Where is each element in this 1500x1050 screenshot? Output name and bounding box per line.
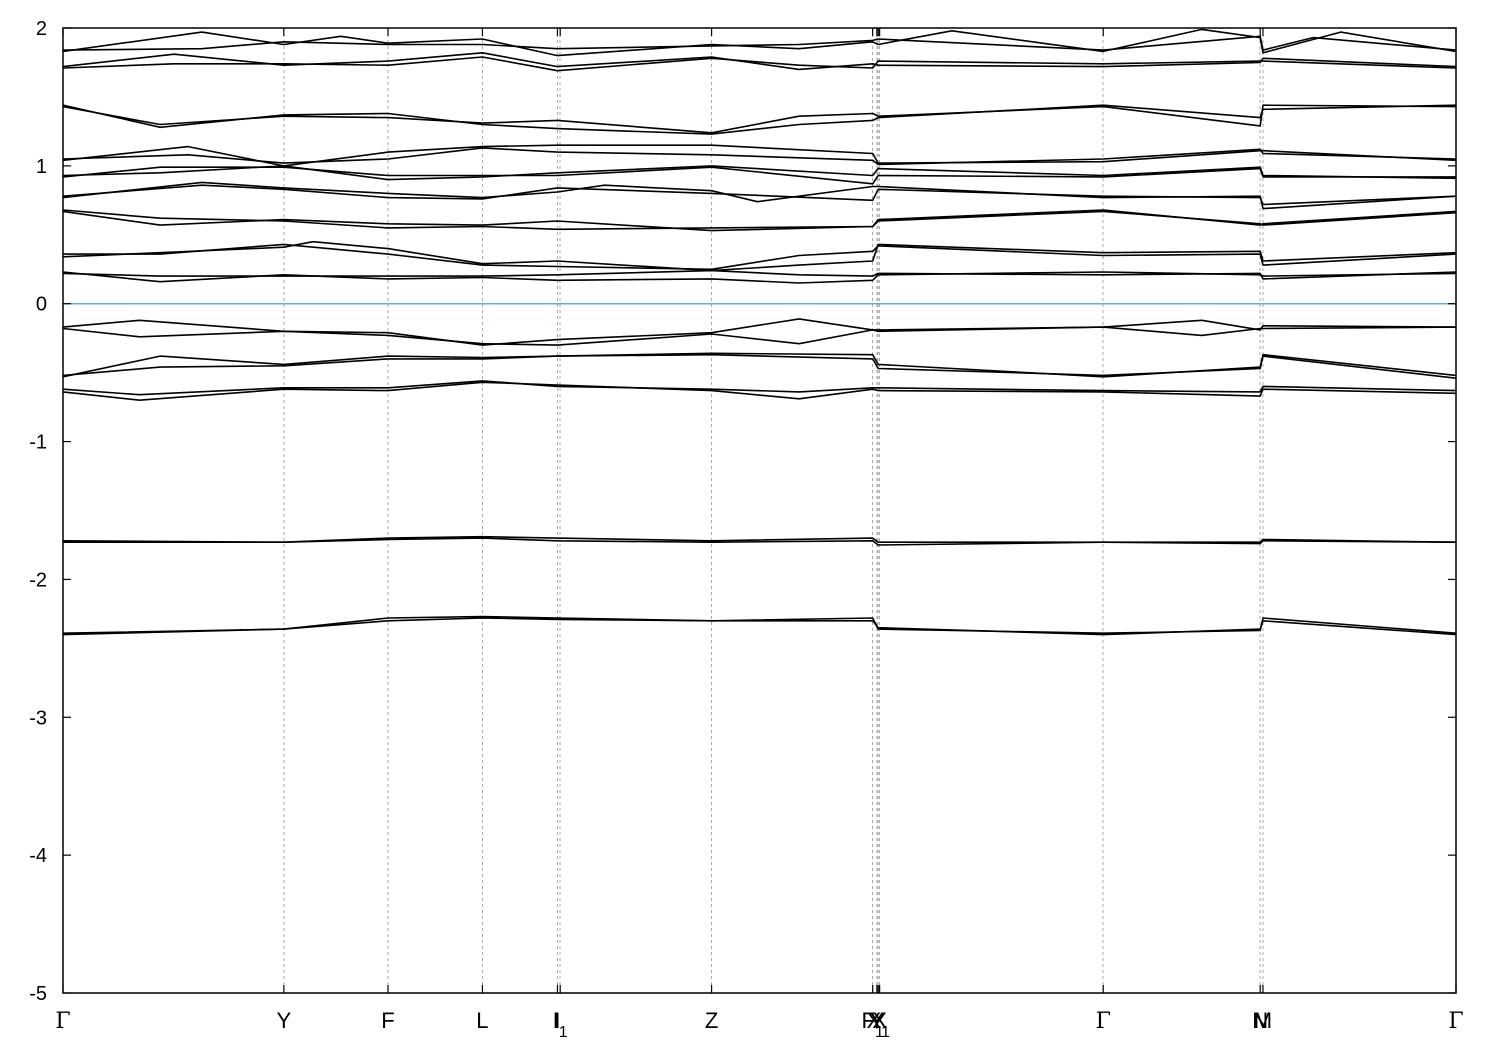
x-tick-label: L <box>476 1008 488 1033</box>
band-line <box>62 318 1457 346</box>
x-tick-label: X <box>872 1008 887 1033</box>
x-tick-label: Y <box>276 1008 291 1033</box>
band-line <box>62 326 1457 346</box>
x-tick-label: I <box>554 1008 560 1033</box>
y-tick-label: 2 <box>36 18 47 40</box>
band-line <box>62 147 1457 166</box>
band-line <box>62 104 1457 135</box>
x-tick-label: F <box>381 1008 394 1033</box>
x-tick-label: Y <box>870 1008 885 1033</box>
band-line <box>62 56 1457 72</box>
x-tick-label: Γ <box>1448 1009 1463 1034</box>
band-line <box>63 243 1457 271</box>
y-tick-label: -5 <box>29 983 47 1005</box>
y-tick-label: 1 <box>36 156 47 178</box>
band-line <box>62 381 1457 402</box>
band-line <box>62 615 1457 635</box>
band-line <box>62 209 1457 232</box>
y-tick-label: 0 <box>36 294 47 316</box>
band-lines <box>62 28 1457 636</box>
y-tick-label: -3 <box>29 707 47 729</box>
band-line <box>62 352 1457 378</box>
band-line <box>62 353 1457 379</box>
band-line <box>62 166 1456 185</box>
band-line <box>63 537 1457 546</box>
band-line <box>62 240 1457 272</box>
x-tick-label: N <box>1252 1008 1268 1033</box>
x-tick-label: M <box>1254 1008 1272 1033</box>
band-line <box>62 209 1457 231</box>
x-tick-label: Γ <box>1096 1009 1111 1034</box>
grid-lines <box>283 28 1264 993</box>
band-line <box>62 104 1457 134</box>
x-tick-label: Z <box>705 1008 718 1033</box>
band-line <box>62 184 1457 206</box>
x-tick-label: Γ <box>55 1009 70 1034</box>
y-tick-label: -2 <box>29 569 47 591</box>
band-line <box>62 35 1457 51</box>
band-line <box>62 535 1457 544</box>
band-line <box>62 380 1457 396</box>
y-axis-ticks: 2 1 0 -1 -2 -3 -4 -5 <box>29 18 1456 1005</box>
band-line <box>62 269 1457 280</box>
y-tick-label: -4 <box>29 845 47 867</box>
plot-frame <box>62 27 1457 994</box>
y-tick-label: -1 <box>29 432 47 454</box>
